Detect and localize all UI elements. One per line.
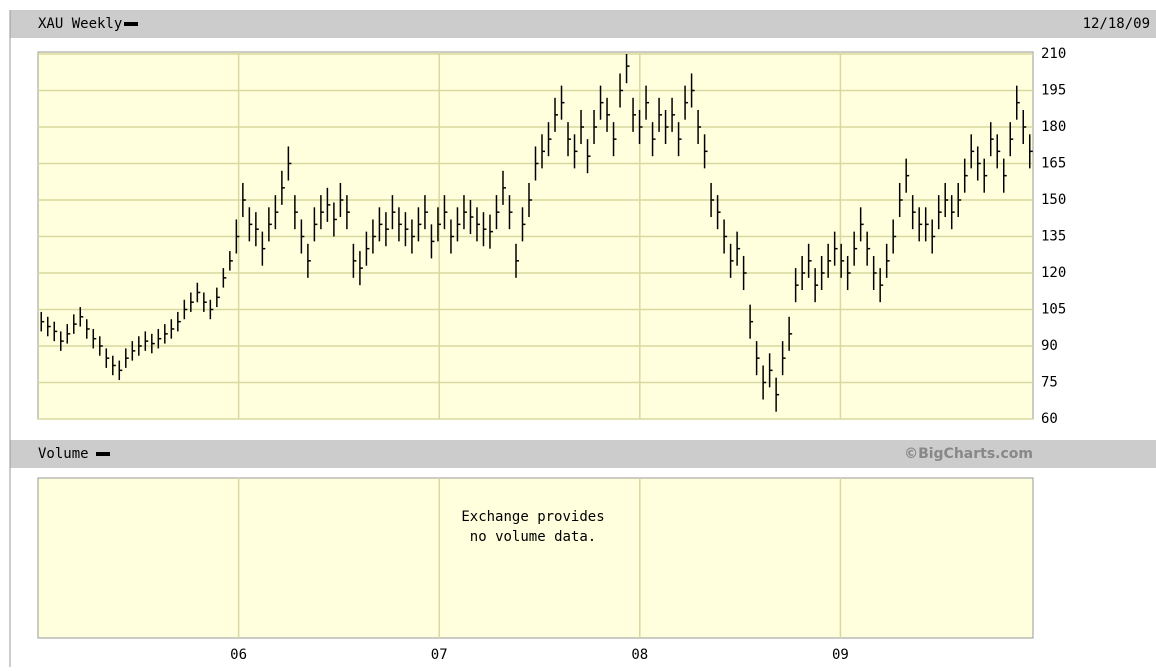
price-plot: [37, 51, 1034, 420]
volume-message: Exchange provides: [461, 509, 604, 525]
volume-swatch: [96, 452, 110, 456]
date-label: 12/18/09: [1083, 16, 1150, 32]
x-tick-label: 08: [631, 647, 648, 663]
x-tick-label: 09: [832, 647, 849, 663]
volume-title: Volume: [38, 446, 89, 462]
volume-message: no volume data.: [470, 529, 596, 545]
y-tick-label: 195: [1041, 83, 1066, 99]
y-tick-label: 210: [1041, 46, 1066, 62]
x-tick-label: 06: [230, 647, 247, 663]
y-tick-label: 90: [1041, 338, 1058, 354]
y-tick-label: 150: [1041, 192, 1066, 208]
y-tick-label: 180: [1041, 119, 1066, 135]
y-tick-label: 135: [1041, 229, 1066, 245]
x-tick-label: 07: [431, 647, 448, 663]
y-tick-label: 165: [1041, 156, 1066, 172]
chart-title: XAU Weekly: [38, 16, 122, 32]
credit: ©BigCharts.com: [904, 446, 1033, 462]
y-tick-label: 105: [1041, 302, 1066, 318]
y-tick-label: 75: [1041, 375, 1058, 391]
volume-header: [10, 440, 1156, 468]
y-tick-label: 60: [1041, 411, 1058, 427]
legend-swatch: [124, 22, 138, 26]
price-header: [10, 10, 1156, 38]
volume-plot: [37, 477, 1034, 639]
y-tick-label: 120: [1041, 265, 1066, 281]
